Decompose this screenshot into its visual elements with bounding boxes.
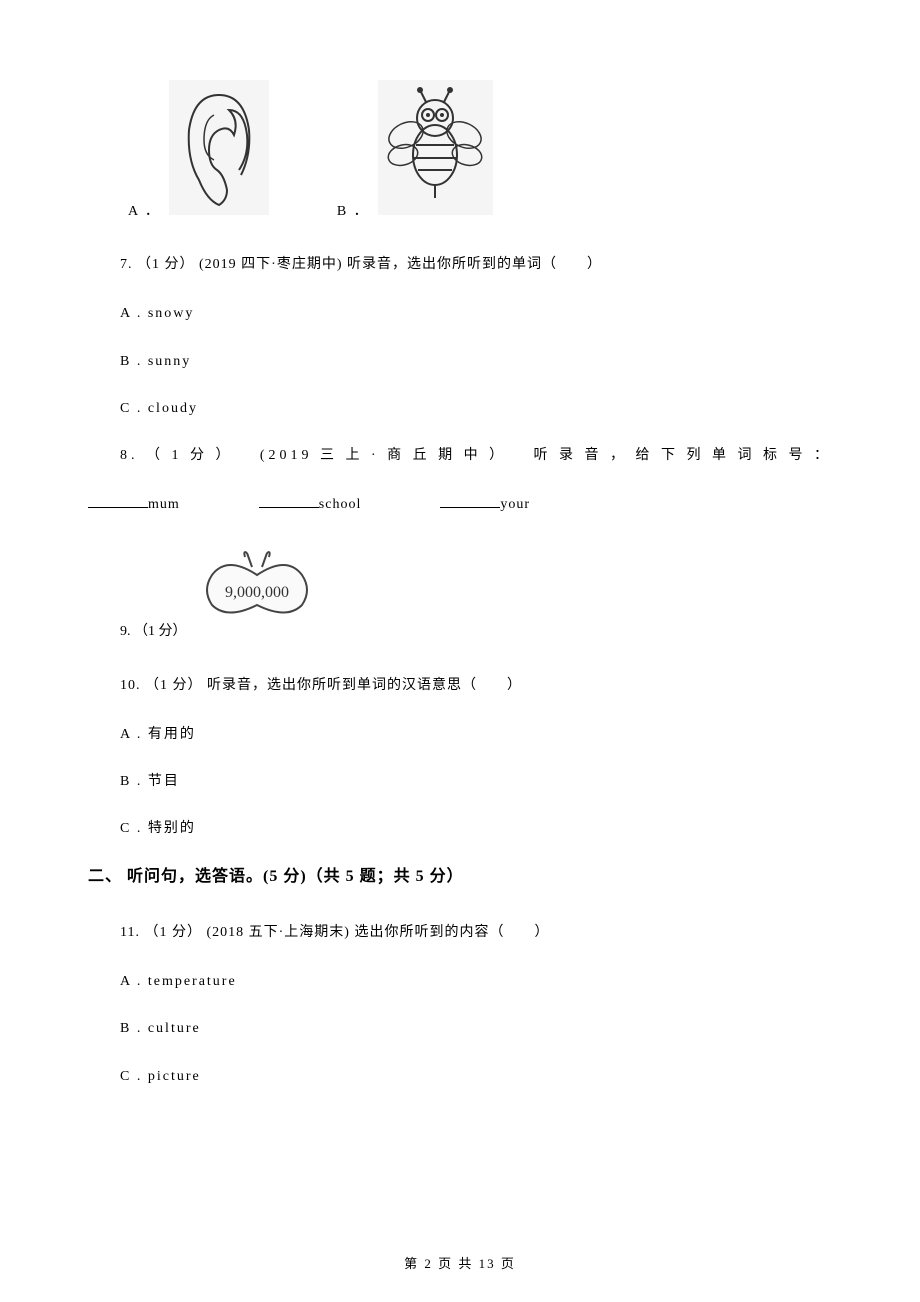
butterfly-icon: 9,000,000 (197, 545, 317, 635)
section-2-header: 二、 听问句，选答语。(5 分)（共 5 题；共 5 分） (88, 863, 832, 892)
q10-option-a: A . 有用的 (120, 722, 832, 747)
q10-option-c: C . 特别的 (120, 816, 832, 841)
q6-option-b-label: B ． (337, 199, 370, 224)
q7-option-b: B . sunny (120, 349, 832, 374)
page-footer: 第 2 页 共 13 页 (0, 1253, 920, 1272)
q8-word-1: mum (148, 497, 180, 512)
q7-option-c: C . cloudy (120, 396, 832, 421)
q10-stem: 10. （1 分） 听录音，选出你所听到单词的汉语意思（ ） (120, 673, 832, 698)
q9-stem: 9. （1 分） (120, 619, 187, 644)
q6-bee-image (378, 80, 493, 224)
q9-butterfly-image: 9,000,000 (197, 545, 317, 644)
butterfly-number-text: 9,000,000 (225, 584, 289, 601)
q8-blank-2[interactable] (259, 492, 319, 508)
q11-option-b: B . culture (120, 1016, 832, 1041)
q7-stem: 7. （1 分） (2019 四下·枣庄期中) 听录音，选出你所听到的单词（ ） (120, 252, 832, 277)
q8-blank-3[interactable] (440, 492, 500, 508)
q8-word-3: your (500, 497, 530, 512)
page-content: A ． B ． (88, 80, 832, 1089)
q8-stem: 8. （ 1 分 ） (2019 三 上 · 商 丘 期 中 ） 听 录 音 ，… (120, 443, 832, 468)
q7-option-a: A . snowy (120, 301, 832, 326)
q6-option-a-label: A ． (128, 199, 161, 224)
q8-stem-suffix: 听 录 音 ， 给 下 列 单 词 标 号 ： (533, 443, 832, 468)
q8-stem-prefix: 8. （ 1 分 ） (120, 443, 234, 468)
bee-icon (378, 80, 493, 215)
q8-word-2: school (319, 497, 362, 512)
q11-option-c: C . picture (120, 1064, 832, 1089)
q11-stem: 11. （1 分） (2018 五下·上海期末) 选出你所听到的内容（ ） (120, 920, 832, 945)
q8-stem-mid: (2019 三 上 · 商 丘 期 中 ） (260, 443, 507, 468)
q8-fill-row: mum school your (88, 492, 832, 517)
q10-option-b: B . 节目 (120, 769, 832, 794)
q8-blank-1[interactable] (88, 492, 148, 508)
q9-row: 9. （1 分） 9,000,000 (120, 545, 832, 644)
q6-ear-image (169, 80, 269, 224)
ear-icon (169, 80, 269, 215)
q6-options-row: A ． B ． (120, 80, 832, 224)
q11-option-a: A . temperature (120, 969, 832, 994)
